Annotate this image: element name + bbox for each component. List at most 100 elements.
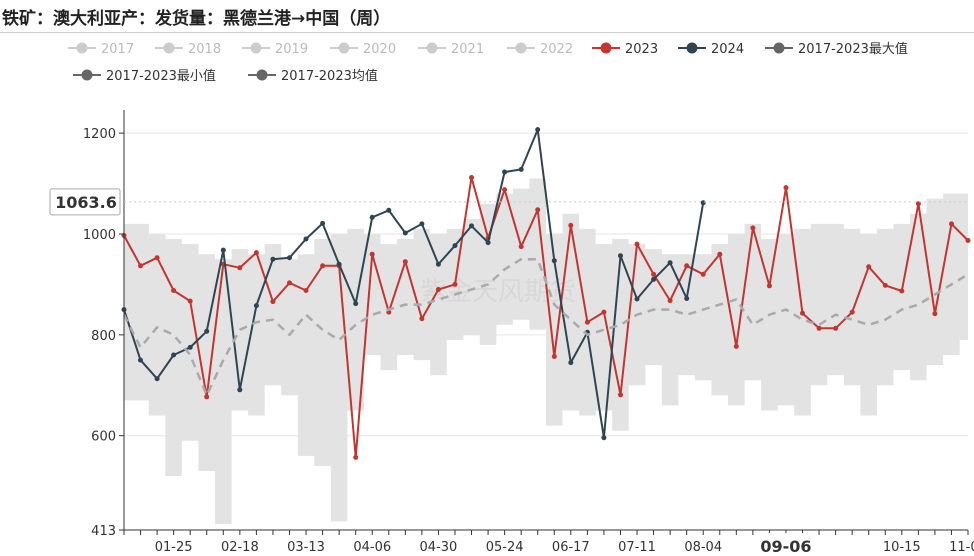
data-point[interactable] bbox=[402, 259, 408, 265]
legend-item-2022-5[interactable]: 2022 bbox=[507, 42, 573, 57]
data-point[interactable] bbox=[270, 256, 276, 262]
data-point[interactable] bbox=[419, 221, 425, 227]
data-point[interactable] bbox=[733, 343, 739, 349]
data-point[interactable] bbox=[154, 255, 160, 261]
axes: 413 600 800 1000 1200 01-25 02-18 03-13 04-06 04-… bbox=[83, 110, 974, 555]
data-point[interactable] bbox=[220, 247, 226, 253]
data-point[interactable] bbox=[138, 357, 143, 363]
data-point[interactable] bbox=[353, 301, 359, 307]
data-point[interactable] bbox=[766, 283, 772, 289]
data-point[interactable] bbox=[287, 280, 292, 286]
data-point[interactable] bbox=[253, 250, 259, 256]
data-point[interactable] bbox=[750, 225, 756, 231]
data-point[interactable] bbox=[171, 288, 177, 293]
data-point[interactable] bbox=[452, 243, 458, 249]
data-point[interactable] bbox=[336, 261, 342, 267]
legend-item-2020-3[interactable]: 2020 bbox=[330, 42, 396, 57]
data-point[interactable] bbox=[882, 282, 888, 288]
data-point[interactable] bbox=[833, 325, 839, 331]
crosshair-x-value: 09-06 bbox=[760, 537, 811, 556]
data-point[interactable] bbox=[568, 222, 574, 228]
data-point[interactable] bbox=[866, 264, 872, 270]
data-point[interactable] bbox=[518, 244, 524, 250]
data-point[interactable] bbox=[618, 392, 623, 398]
data-point[interactable] bbox=[369, 251, 375, 257]
data-point[interactable] bbox=[800, 310, 805, 316]
data-point[interactable] bbox=[469, 175, 474, 180]
data-point[interactable] bbox=[187, 344, 193, 350]
data-point[interactable] bbox=[419, 316, 425, 322]
legend-item-2019-2[interactable]: 2019 bbox=[242, 42, 308, 57]
legend-marker-icon bbox=[773, 42, 785, 54]
data-point[interactable] bbox=[700, 200, 706, 206]
watermark: 紫金天风期货 bbox=[420, 277, 576, 307]
legend-item-2024-7[interactable]: 2024 bbox=[678, 42, 744, 57]
series-line-2024 bbox=[123, 128, 705, 439]
data-point[interactable] bbox=[303, 288, 309, 293]
data-point[interactable] bbox=[369, 214, 375, 220]
data-point[interactable] bbox=[320, 263, 326, 269]
data-point[interactable] bbox=[634, 296, 640, 302]
range-band bbox=[124, 178, 968, 524]
data-point[interactable] bbox=[965, 238, 971, 243]
data-point[interactable] bbox=[899, 288, 905, 294]
data-point[interactable] bbox=[551, 258, 557, 264]
data-point[interactable] bbox=[634, 241, 640, 247]
data-point[interactable] bbox=[270, 299, 276, 305]
data-point[interactable] bbox=[601, 309, 607, 315]
data-point[interactable] bbox=[154, 376, 160, 382]
data-point[interactable] bbox=[303, 236, 309, 242]
data-point[interactable] bbox=[435, 261, 441, 267]
data-point[interactable] bbox=[502, 187, 508, 193]
legend-item-2017-2023--8[interactable]: 2017-2023最大值 bbox=[765, 41, 908, 57]
data-point[interactable] bbox=[667, 298, 673, 304]
data-point[interactable] bbox=[386, 207, 392, 213]
data-point[interactable] bbox=[187, 298, 193, 304]
data-point[interactable] bbox=[783, 185, 789, 191]
data-point[interactable] bbox=[551, 354, 557, 359]
legend-marker-icon bbox=[256, 69, 268, 81]
legend-item-2017-2023--10[interactable]: 2017-2023均值 bbox=[248, 68, 378, 84]
data-point[interactable] bbox=[502, 169, 508, 175]
data-point[interactable] bbox=[469, 223, 474, 229]
data-point[interactable] bbox=[651, 276, 657, 282]
data-point[interactable] bbox=[584, 319, 590, 325]
data-point[interactable] bbox=[684, 263, 690, 269]
data-point[interactable] bbox=[700, 271, 706, 277]
legend-item-2023-6[interactable]: 2023 bbox=[592, 42, 658, 57]
data-point[interactable] bbox=[204, 394, 210, 400]
data-point[interactable] bbox=[932, 311, 938, 317]
data-point[interactable] bbox=[717, 251, 723, 257]
data-point[interactable] bbox=[237, 265, 243, 271]
legend: 2017 2018 2019 2020 2021 2022 2023 2024 2017-202… bbox=[68, 41, 908, 84]
data-point[interactable] bbox=[287, 255, 292, 261]
data-point[interactable] bbox=[518, 166, 524, 172]
data-point[interactable] bbox=[915, 201, 921, 207]
data-point[interactable] bbox=[601, 435, 607, 441]
data-point[interactable] bbox=[485, 240, 491, 246]
data-point[interactable] bbox=[320, 220, 326, 226]
data-point[interactable] bbox=[237, 387, 243, 393]
data-point[interactable] bbox=[452, 281, 458, 287]
data-point[interactable] bbox=[138, 263, 143, 269]
data-point[interactable] bbox=[949, 221, 954, 227]
data-point[interactable] bbox=[651, 271, 657, 277]
data-point[interactable] bbox=[618, 253, 623, 259]
data-point[interactable] bbox=[204, 328, 210, 334]
data-point[interactable] bbox=[816, 325, 822, 331]
legend-item-2021-4[interactable]: 2021 bbox=[418, 42, 484, 57]
data-point[interactable] bbox=[667, 260, 673, 266]
legend-item-2018-1[interactable]: 2018 bbox=[155, 42, 221, 57]
data-point[interactable] bbox=[849, 309, 855, 315]
data-point[interactable] bbox=[535, 127, 541, 133]
data-point[interactable] bbox=[535, 207, 541, 213]
data-point[interactable] bbox=[568, 360, 574, 366]
legend-item-2017-2023--9[interactable]: 2017-2023最小值 bbox=[73, 68, 216, 84]
data-point[interactable] bbox=[353, 454, 359, 460]
data-point[interactable] bbox=[171, 352, 177, 358]
data-point[interactable] bbox=[684, 296, 690, 301]
data-point[interactable] bbox=[402, 230, 408, 236]
legend-item-2017-0[interactable]: 2017 bbox=[68, 42, 134, 57]
data-point[interactable] bbox=[435, 287, 441, 292]
data-point[interactable] bbox=[253, 303, 259, 309]
